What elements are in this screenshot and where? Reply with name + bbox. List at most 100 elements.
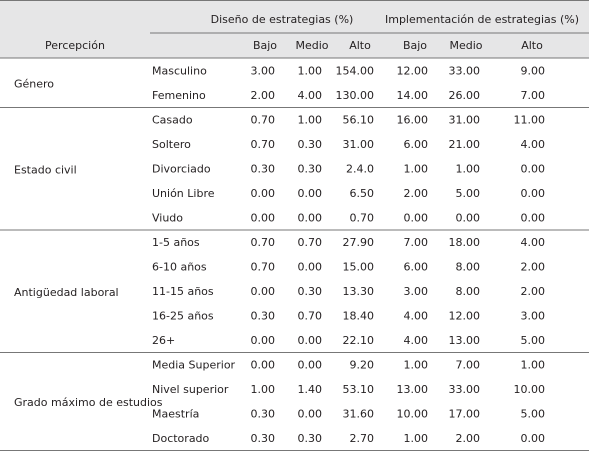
group-label: Género — [14, 78, 54, 91]
row-label: Doctorado — [152, 432, 210, 445]
cell-value: 4.00 — [521, 236, 546, 249]
column-header: Medio — [295, 39, 328, 52]
cell-value: 5.00 — [521, 334, 546, 347]
cell-value: 0.00 — [251, 212, 276, 225]
cell-value: 4.00 — [404, 334, 429, 347]
cell-value: 4.00 — [298, 89, 323, 102]
cell-value: 6.50 — [350, 187, 375, 200]
cell-value: 33.00 — [449, 383, 481, 396]
cell-value: 8.00 — [456, 285, 481, 298]
group-header: Implementación de estrategias (%) — [385, 13, 579, 26]
cell-value: 3.00 — [251, 65, 276, 78]
cell-value: 0.00 — [404, 212, 429, 225]
cell-value: 1.00 — [521, 359, 546, 372]
cell-value: 2.00 — [521, 261, 546, 274]
cell-value: 6.00 — [404, 138, 429, 151]
row-label: Viudo — [152, 212, 183, 225]
cell-value: 2.70 — [350, 432, 375, 445]
cell-value: 0.30 — [298, 138, 323, 151]
column-header: Alto — [521, 39, 543, 52]
cell-value: 1.00 — [298, 114, 323, 127]
cell-value: 13.30 — [343, 285, 375, 298]
cell-value: 14.00 — [397, 89, 429, 102]
cell-value: 130.00 — [336, 89, 375, 102]
cell-value: 0.30 — [251, 432, 276, 445]
row-label: Nivel superior — [152, 383, 229, 396]
cell-value: 0.00 — [456, 212, 481, 225]
cell-value: 10.00 — [514, 383, 546, 396]
cell-value: 0.00 — [298, 212, 323, 225]
cell-value: 2.00 — [251, 89, 276, 102]
row-label: 11-15 años — [152, 285, 214, 298]
cell-value: 0.00 — [251, 285, 276, 298]
cell-value: 31.00 — [449, 114, 481, 127]
cell-value: 0.70 — [251, 236, 276, 249]
cell-value: 0.30 — [251, 408, 276, 421]
row-label: 6-10 años — [152, 261, 207, 274]
cell-value: 0.00 — [521, 432, 546, 445]
row-label: 26+ — [152, 334, 175, 347]
cell-value: 0.00 — [251, 334, 276, 347]
cell-value: 15.00 — [343, 261, 375, 274]
group-header: Diseño de estrategias (%) — [211, 13, 354, 26]
cell-value: 4.00 — [521, 138, 546, 151]
row-label: Divorciado — [152, 163, 211, 176]
cell-value: 4.00 — [404, 310, 429, 323]
cell-value: 5.00 — [521, 408, 546, 421]
group-label: Grado máximo de estudios — [14, 396, 163, 409]
cell-value: 0.70 — [350, 212, 375, 225]
cell-value: 154.00 — [336, 65, 375, 78]
cell-value: 8.00 — [456, 261, 481, 274]
cell-value: 0.70 — [251, 261, 276, 274]
cell-value: 1.00 — [456, 163, 481, 176]
cell-value: 5.00 — [456, 187, 481, 200]
cell-value: 0.00 — [298, 261, 323, 274]
cell-value: 2.00 — [521, 285, 546, 298]
cell-value: 0.00 — [521, 163, 546, 176]
row-label: Media Superior — [152, 359, 236, 372]
cell-value: 3.00 — [404, 285, 429, 298]
cell-value: 31.00 — [343, 138, 375, 151]
cell-value: 0.00 — [298, 334, 323, 347]
cell-value: 10.00 — [397, 408, 429, 421]
row-label: 16-25 años — [152, 310, 214, 323]
cell-value: 53.10 — [343, 383, 375, 396]
column-header: Percepción — [45, 39, 105, 52]
cell-value: 7.00 — [404, 236, 429, 249]
column-header: Alto — [349, 39, 371, 52]
row-label: Unión Libre — [152, 187, 215, 200]
cell-value: 16.00 — [397, 114, 429, 127]
cell-value: 2.00 — [404, 187, 429, 200]
row-label: Casado — [152, 114, 193, 127]
cell-value: 0.30 — [251, 310, 276, 323]
cell-value: 21.00 — [449, 138, 481, 151]
cell-value: 31.60 — [343, 408, 375, 421]
cell-value: 0.00 — [298, 359, 323, 372]
cell-value: 2.00 — [456, 432, 481, 445]
cell-value: 7.00 — [521, 89, 546, 102]
cell-value: 26.00 — [449, 89, 481, 102]
cell-value: 0.70 — [251, 114, 276, 127]
cell-value: 33.00 — [449, 65, 481, 78]
header-background — [0, 0, 589, 58]
cell-value: 0.70 — [298, 236, 323, 249]
cell-value: 0.30 — [251, 163, 276, 176]
cell-value: 0.70 — [298, 310, 323, 323]
cell-value: 1.40 — [298, 383, 323, 396]
cell-value: 9.20 — [350, 359, 375, 372]
cell-value: 1.00 — [404, 359, 429, 372]
cell-value: 22.10 — [343, 334, 375, 347]
cell-value: 2.4.0 — [346, 163, 374, 176]
cell-value: 12.00 — [397, 65, 429, 78]
row-label: 1-5 años — [152, 236, 200, 249]
cell-value: 0.30 — [298, 285, 323, 298]
cell-value: 1.00 — [404, 432, 429, 445]
cell-value: 0.00 — [298, 187, 323, 200]
row-label: Maestría — [152, 408, 199, 421]
cell-value: 0.30 — [298, 163, 323, 176]
group-label: Estado civil — [14, 163, 77, 176]
row-label: Masculino — [152, 65, 207, 78]
column-header: Medio — [449, 39, 482, 52]
cell-value: 3.00 — [521, 310, 546, 323]
